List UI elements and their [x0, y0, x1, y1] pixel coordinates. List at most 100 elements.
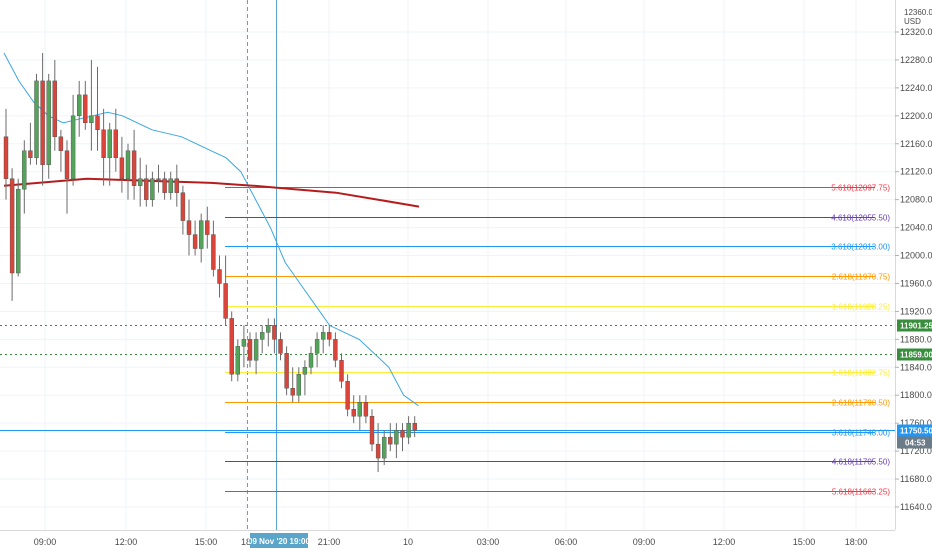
y-tick-label: 11880.00	[900, 334, 932, 344]
candle-body	[156, 178, 161, 180]
candle-body	[119, 157, 125, 179]
candle-body	[302, 367, 308, 375]
fib-label: 5.618(11663.25)	[832, 488, 890, 497]
x-tick-label: 12:00	[713, 537, 736, 547]
y-tick-label: 12200.00	[900, 111, 932, 121]
candle-body	[89, 115, 94, 124]
x-tick-label: 18:00	[845, 537, 868, 547]
candle-body	[290, 388, 295, 396]
currency-top-tick: 12360.00	[904, 8, 932, 17]
fib-label: 4.618(11705.50)	[832, 458, 890, 467]
candle-body	[205, 220, 210, 235]
candle-body	[58, 136, 64, 151]
fib-label: 2.618(11970.75)	[832, 273, 890, 282]
candle-body	[314, 339, 320, 354]
candle-body	[16, 188, 21, 274]
countdown-badge-bg	[897, 436, 932, 449]
x-tick-label: 15:00	[195, 537, 218, 547]
candle-body	[40, 80, 45, 165]
candle-body	[150, 178, 155, 200]
currency-code: USD	[904, 17, 921, 26]
candle-body	[266, 325, 271, 333]
x-tick-label: 09:00	[34, 537, 57, 547]
last-price-badge-label: 11750.50	[900, 427, 932, 436]
horizontal-levels	[0, 325, 895, 431]
last-price-badge-bg	[897, 424, 932, 437]
y-tick-label: 12040.00	[900, 223, 932, 233]
candle-body	[247, 339, 253, 361]
candle-body	[192, 234, 198, 249]
fib-label: 2.618(11790.50)	[832, 399, 890, 408]
moving-averages	[3, 52, 420, 407]
candle-body	[241, 339, 247, 347]
x-tick-label: 06:00	[555, 537, 578, 547]
candle-body	[400, 429, 405, 438]
candle-body	[345, 381, 350, 410]
y-tick-label: 12080.00	[900, 195, 932, 205]
candle-body	[357, 402, 362, 417]
candle-body	[46, 80, 51, 165]
candle-body	[180, 192, 186, 221]
fib-label: 3.618(12013.00)	[831, 243, 890, 252]
level-badge-bg	[897, 319, 932, 332]
y-tick-label: 11920.00	[900, 306, 932, 316]
y-tick-label: 12120.00	[900, 167, 932, 177]
candle-body	[107, 129, 112, 158]
candle-body	[253, 339, 259, 361]
candle-body	[375, 443, 381, 459]
y-tick-label: 11760.00	[900, 418, 932, 428]
x-tick-label: 21:00	[318, 537, 341, 547]
candle-body	[101, 129, 106, 158]
candle-body	[3, 136, 9, 179]
candle-body	[394, 429, 399, 445]
candle-body	[70, 115, 76, 179]
price-axis[interactable]: 12320.00 12280.00 12240.00 12200.00 12160.00…	[895, 0, 932, 550]
y-tick-label: 11680.00	[900, 474, 932, 484]
candle-body	[9, 178, 15, 274]
time-axis[interactable]: 09:00 12:00 15:00 18 21:00 10 03:00 06:00 09:00 1…	[0, 530, 895, 549]
candle-body	[34, 80, 39, 158]
candle-body	[388, 436, 393, 445]
countdown-label: 04:53	[905, 439, 926, 448]
fib-label: 1.618(11928.25)	[832, 303, 890, 312]
price-axis-bg	[895, 0, 932, 550]
x-tick-label: 12:00	[115, 537, 138, 547]
fib-extension-levels: 5.618(12097.75) 4.618(12055.50) 3.618(1201…	[225, 184, 890, 497]
x-tick-label: 03:00	[477, 537, 500, 547]
level-badge-bg	[897, 348, 932, 361]
ema-short-line	[3, 52, 419, 407]
fib-label: 4.618(12055.50)	[831, 214, 890, 223]
ema-long-line	[3, 177, 420, 208]
y-tick-label: 11800.00	[900, 390, 932, 400]
candle-body	[351, 409, 356, 417]
candle-body	[327, 332, 332, 340]
candle-body	[52, 80, 57, 137]
level-badge-label: 11859.00	[900, 351, 932, 360]
candle-body	[83, 94, 88, 124]
candle-body	[260, 332, 265, 340]
x-highlight-label: 09 Nov '20 19:00	[248, 537, 310, 546]
candle-body	[223, 283, 228, 319]
price-badges: 11901.25 11859.00 11750.50 04:53	[897, 319, 932, 449]
x-tick-label: 18	[241, 537, 251, 547]
y-tick-label: 11960.00	[900, 278, 932, 288]
candle-body	[284, 353, 289, 389]
y-tick-label: 12280.00	[900, 55, 932, 65]
candle-body	[113, 129, 119, 158]
candle-body	[278, 339, 283, 354]
vertical-markers	[247, 0, 277, 530]
y-tick-label: 12240.00	[900, 83, 932, 93]
candle-body	[144, 178, 149, 200]
y-tick-label: 12320.00	[900, 27, 932, 37]
candle-body	[308, 353, 314, 368]
candle-body	[211, 234, 216, 270]
candlesticks	[3, 52, 417, 473]
candle-body	[369, 415, 375, 445]
candle-body	[162, 178, 167, 193]
candle-body	[76, 94, 82, 117]
y-tick-label: 12000.00	[900, 251, 932, 261]
candle-body	[296, 374, 301, 396]
candle-body	[168, 178, 173, 193]
candle-body	[131, 150, 137, 186]
